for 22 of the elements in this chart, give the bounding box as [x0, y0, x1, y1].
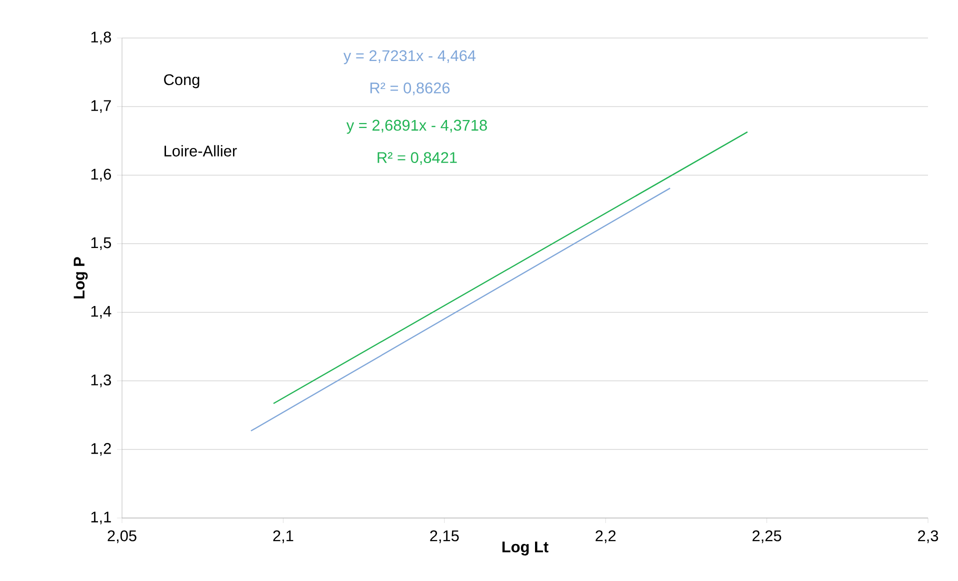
x-tick-label: 2,3 — [918, 530, 938, 544]
y-tick-label: 1,6 — [91, 168, 111, 182]
x-tick-label: 2,25 — [752, 530, 782, 544]
y-tick-label: 1,3 — [91, 374, 111, 388]
x-tick-label: 2,1 — [273, 530, 294, 544]
y-tick-label: 1,8 — [91, 32, 111, 44]
annotation: Cong — [164, 74, 200, 88]
x-tick-label: 2,2 — [596, 530, 616, 544]
annotation: R² = 0,8421 — [378, 152, 457, 165]
annotation: y = 2,6891x - 4,3718 — [346, 120, 487, 134]
annotation: R² = 0,8626 — [370, 82, 450, 96]
y-tick-label: 1,2 — [91, 443, 111, 456]
y-tick-label: 1,5 — [91, 237, 112, 250]
y-axis-title: Log P — [74, 257, 88, 298]
x-tick-label: 2,15 — [430, 530, 459, 544]
y-tick-label: 1,1 — [91, 512, 111, 524]
y-tick-label: 1,7 — [91, 100, 111, 113]
annotation: Loire-Allier — [164, 145, 237, 156]
y-tick-label: 1,4 — [91, 306, 112, 319]
x-tick-label: 2,05 — [108, 530, 136, 544]
x-axis-title: Log Lt — [502, 542, 548, 556]
annotation: y = 2,7231x - 4,464 — [343, 50, 476, 64]
